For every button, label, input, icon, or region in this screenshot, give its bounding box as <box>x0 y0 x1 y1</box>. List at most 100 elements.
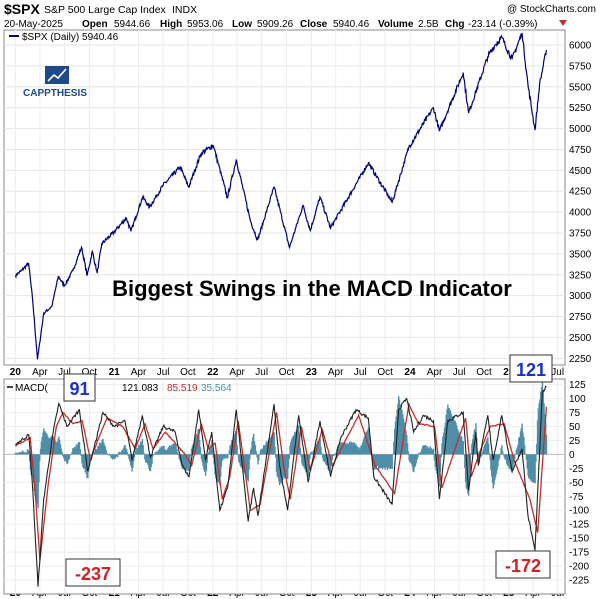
price-tick-label: 3750 <box>569 229 592 240</box>
histogram-bar <box>537 408 540 455</box>
histogram-bar <box>484 443 487 455</box>
histogram-bar <box>280 454 282 484</box>
histogram-bar <box>256 454 258 458</box>
histogram-bar <box>543 403 545 455</box>
histogram-bar <box>356 446 359 455</box>
macd-tick-label: -100 <box>569 506 589 517</box>
histogram-bar <box>252 436 254 455</box>
price-legend: $SPX (Daily) 5940.46 <box>22 32 119 43</box>
histogram-bar <box>487 443 490 455</box>
x-tick-label: Apr <box>229 367 245 378</box>
x-tick-label: Jul <box>551 367 564 378</box>
histogram-bar <box>226 454 228 458</box>
histogram-bar <box>156 451 158 455</box>
x-tick-label: Oct <box>180 367 196 378</box>
price-y-axis: 2250 2500 2750 3000 3250 3500 3750 4000 4250 4500… <box>569 41 592 365</box>
histogram-bar <box>46 433 48 455</box>
histogram-bar <box>122 448 125 455</box>
histogram-bar <box>173 443 175 455</box>
histogram-bar <box>527 454 529 476</box>
histogram-bar <box>31 454 33 475</box>
exchange: INDX <box>172 4 197 16</box>
histogram-bar <box>176 452 179 455</box>
chg-value: -23.14 (-0.39%) <box>468 19 537 30</box>
histogram-bar <box>299 447 302 455</box>
histogram-bar <box>216 454 219 483</box>
histogram-bar <box>363 436 366 455</box>
histogram-bar <box>516 447 518 455</box>
histogram-bar <box>285 454 287 478</box>
histogram-bar <box>311 452 313 455</box>
histogram-bar <box>273 432 275 455</box>
histogram-bar <box>220 454 223 467</box>
histogram-bar <box>123 445 125 455</box>
histogram-bar <box>136 447 138 455</box>
histogram-bar <box>253 441 256 455</box>
histogram-bar <box>365 431 367 455</box>
histogram-bar <box>415 454 417 464</box>
histogram-bar <box>339 443 341 455</box>
histogram-bar <box>422 445 425 455</box>
histogram-bar <box>61 452 63 455</box>
histogram-bar <box>154 452 156 455</box>
histogram-bar <box>510 454 513 472</box>
histogram-bar <box>165 450 168 455</box>
histogram-bar <box>102 438 104 455</box>
histogram-bar <box>432 448 435 455</box>
price-tick-label: 5250 <box>569 103 592 114</box>
histogram-bar <box>347 444 349 455</box>
callout-minus-172-text: -172 <box>505 556 541 576</box>
histogram-bar <box>301 454 303 464</box>
histogram-bar <box>39 454 41 462</box>
histogram-bar <box>349 442 352 455</box>
histogram-bar <box>358 447 361 455</box>
histogram-bar <box>482 449 484 455</box>
price-tick-label: 2250 <box>569 354 592 365</box>
histogram-bar <box>400 409 402 455</box>
symbol: $SPX <box>4 1 40 17</box>
price-tick-label: 3250 <box>569 270 592 281</box>
histogram-bar <box>168 445 171 455</box>
histogram-bar <box>486 439 488 455</box>
histogram-bar <box>194 439 196 455</box>
histogram-bar <box>114 454 116 459</box>
x-tick-label: Apr <box>328 367 344 378</box>
histogram-bar <box>54 439 56 455</box>
histogram-bar <box>320 446 322 455</box>
histogram-bar <box>359 448 361 455</box>
macd-tick-label: -75 <box>569 492 584 503</box>
macd-legend-label: MACD( <box>15 383 48 394</box>
histogram-bar <box>119 452 121 455</box>
histogram-bar <box>247 454 249 482</box>
histogram-bar <box>310 451 313 455</box>
histogram-bar <box>413 454 416 468</box>
histogram-bar <box>19 452 21 455</box>
histogram-bar <box>166 449 168 455</box>
histogram-bar <box>532 454 535 483</box>
histogram-bar <box>93 453 95 455</box>
callout-121: 121 <box>509 354 553 383</box>
histogram-bar <box>227 454 230 455</box>
histogram-bar <box>153 454 156 455</box>
histogram-bar <box>421 448 423 455</box>
histogram-bar <box>362 439 365 455</box>
histogram-bar <box>366 431 368 455</box>
histogram-bar <box>109 454 111 456</box>
histogram-bar <box>455 423 457 455</box>
histogram-bar <box>183 454 185 470</box>
histogram-bar <box>483 444 486 455</box>
histogram-bar <box>249 449 252 455</box>
histogram-bar <box>440 454 442 458</box>
price-tick-label: 4000 <box>569 208 592 219</box>
macd-y-axis: -225 -200 -175 -150 -125 -100 -75 -50 -25 0 25 50 75… <box>569 380 589 586</box>
histogram-bar <box>249 454 251 460</box>
histogram-bar <box>495 454 498 474</box>
histogram-bar <box>454 420 456 455</box>
histogram-bar <box>211 440 213 455</box>
histogram-bar <box>261 449 263 455</box>
volume-value: 2.5B <box>418 19 439 30</box>
histogram-bar <box>384 454 386 470</box>
down-arrow-icon <box>559 20 567 26</box>
price-series-line <box>14 32 547 360</box>
histogram-bar <box>255 451 257 455</box>
